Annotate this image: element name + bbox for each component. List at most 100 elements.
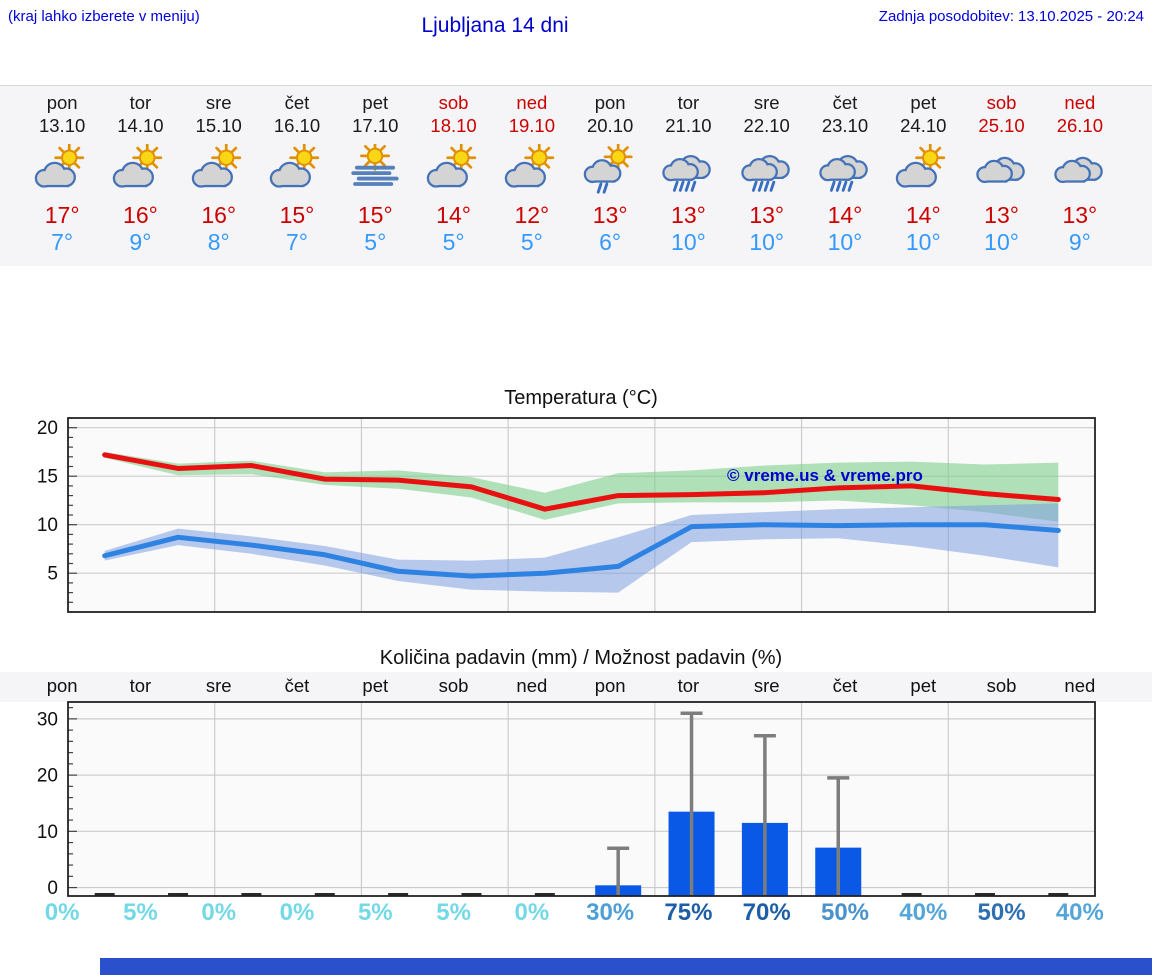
weather-icon-cell (1041, 139, 1119, 199)
day-high-temp: 14° (905, 202, 941, 228)
precip-day-label: sob (986, 675, 1017, 696)
day-high-temp: 13° (1062, 202, 1098, 228)
temperature-chart: 5 10 15 20 (37, 417, 1096, 613)
day-name: ned (516, 92, 548, 113)
precip-day-label: tor (677, 675, 700, 696)
precipitation-chart: 0 10 20 30 (37, 701, 1096, 899)
weather-icon-cell (571, 139, 649, 199)
day-date: 25.10 (978, 115, 1025, 136)
day-low-temp: 10° (749, 229, 785, 255)
precip-day-label: pet (362, 675, 389, 696)
day-high-temp: 16° (123, 202, 158, 228)
weather-icon-cell (962, 139, 1040, 199)
svg-text:30: 30 (37, 709, 58, 730)
forecast-day: pet 17.10 15° 5° (336, 86, 414, 266)
forecast-day: sre 15.10 16° 8° (180, 86, 258, 266)
svg-text:15: 15 (37, 467, 58, 488)
day-high-temp: 13° (671, 202, 706, 228)
precip-day-label: čet (284, 675, 310, 696)
day-date: 19.10 (508, 115, 555, 136)
forecast-day: sob 25.10 13° 10° (962, 86, 1040, 266)
day-low-temp: 9° (1068, 229, 1091, 255)
precip-probability: 50% (820, 899, 870, 926)
day-high-temp: 12° (514, 202, 550, 228)
forecast-day: sob 18.10 14° 5° (414, 86, 492, 266)
forecast-day: tor 21.10 13° 10° (649, 86, 727, 266)
forecast-day: sre 22.10 13° 10° (728, 86, 806, 266)
day-name: ned (1064, 92, 1096, 113)
sun-showers-icon (583, 143, 633, 194)
precip-day-label: ned (1064, 675, 1096, 696)
last-updated: Zadnja posodobitev: 13.10.2025 - 20:24 (878, 8, 1144, 25)
precip-day-label: ned (516, 675, 548, 696)
svg-text:20: 20 (37, 766, 58, 787)
day-high-temp: 15° (279, 202, 315, 228)
weather-icon-cell (728, 139, 806, 199)
day-date: 26.10 (1056, 115, 1103, 136)
precip-probability-row: 0% 5% 0% 0% 5% 5% 0% 30% 75% 70% 50% 40% 50% 40% (0, 899, 1152, 935)
precip-day-label: pet (910, 675, 937, 696)
day-low-temp: 5° (442, 229, 465, 255)
day-low-temp: 10° (984, 229, 1019, 255)
day-low-temp: 10° (827, 229, 863, 255)
day-name: tor (129, 92, 152, 113)
forecast-day: pon 13.10 17° 7° (23, 86, 101, 266)
forecast-day: čet 23.10 14° 10° (806, 86, 884, 266)
day-date: 16.10 (273, 115, 321, 136)
day-name: pon (46, 92, 78, 113)
forecast-day: ned 26.10 13° 9° (1041, 86, 1119, 266)
day-high-temp: 13° (592, 202, 628, 228)
precip-probability: 5% (357, 899, 393, 926)
forecast-strip: pon 13.10 17° 7° tor 14.10 16° 9° sre 15.10 16° 8° č… (0, 85, 1152, 266)
precip-day-label: čet (832, 675, 858, 696)
precip-probability: 30% (586, 899, 635, 926)
partly-cloudy-icon (504, 143, 555, 188)
weather-icon-cell (649, 139, 727, 199)
day-name: pon (594, 92, 626, 113)
day-high-temp: 14° (827, 202, 863, 228)
footer-bar (100, 958, 1152, 975)
partly-cloudy-icon (269, 143, 320, 188)
day-low-temp: 7° (51, 229, 74, 255)
day-date: 21.10 (665, 115, 712, 136)
svg-text:10: 10 (37, 822, 58, 843)
partly-cloudy-icon (34, 143, 85, 188)
cloudy-icon (975, 156, 1025, 183)
day-date: 18.10 (430, 115, 477, 136)
weather-icon-cell (806, 139, 884, 199)
partly-cloudy-icon (113, 143, 163, 188)
precip-probability: 0% (279, 899, 315, 926)
weather-icon-cell (884, 139, 962, 199)
forecast-day: pon 20.10 13° 6° (571, 86, 649, 266)
rain-icon (662, 154, 712, 192)
day-date: 14.10 (117, 115, 164, 136)
day-date: 20.10 (586, 115, 634, 136)
precip-day-labels: pon tor sre čet pet sob ned pon tor sre čet pet sob n… (0, 672, 1152, 702)
weather-icon-cell (493, 139, 571, 199)
day-name: pet (910, 92, 937, 113)
forecast-day: ned 19.10 12° 5° (493, 86, 571, 266)
precip-day-label: sre (753, 675, 780, 696)
weather-icon-cell (101, 139, 179, 199)
precip-probability: 40% (899, 899, 948, 926)
precip-day-label: sob (438, 675, 469, 696)
day-name: sre (205, 92, 232, 113)
day-date: 22.10 (743, 115, 790, 136)
day-name: čet (284, 92, 310, 113)
svg-text:0: 0 (47, 878, 58, 899)
chart-watermark: © vreme.us & vreme.pro (727, 466, 923, 485)
precip-probability: 5% (123, 899, 158, 926)
day-low-temp: 5° (520, 229, 543, 255)
svg-text:10: 10 (37, 515, 58, 536)
partly-cloudy-icon (191, 143, 241, 188)
day-high-temp: 13° (749, 202, 785, 228)
forecast-day: čet 16.10 15° 7° (258, 86, 336, 266)
day-name: tor (677, 92, 700, 113)
day-low-temp: 6° (599, 229, 622, 255)
weather-icon-cell (180, 139, 258, 199)
location-note: (kraj lahko izberete v meniju) (8, 8, 200, 25)
day-low-temp: 10° (905, 229, 941, 255)
precip-probability: 0% (44, 899, 80, 926)
precip-chart-title: Količina padavin (mm) / Možnost padavin … (379, 647, 783, 669)
rain-icon (741, 154, 790, 192)
